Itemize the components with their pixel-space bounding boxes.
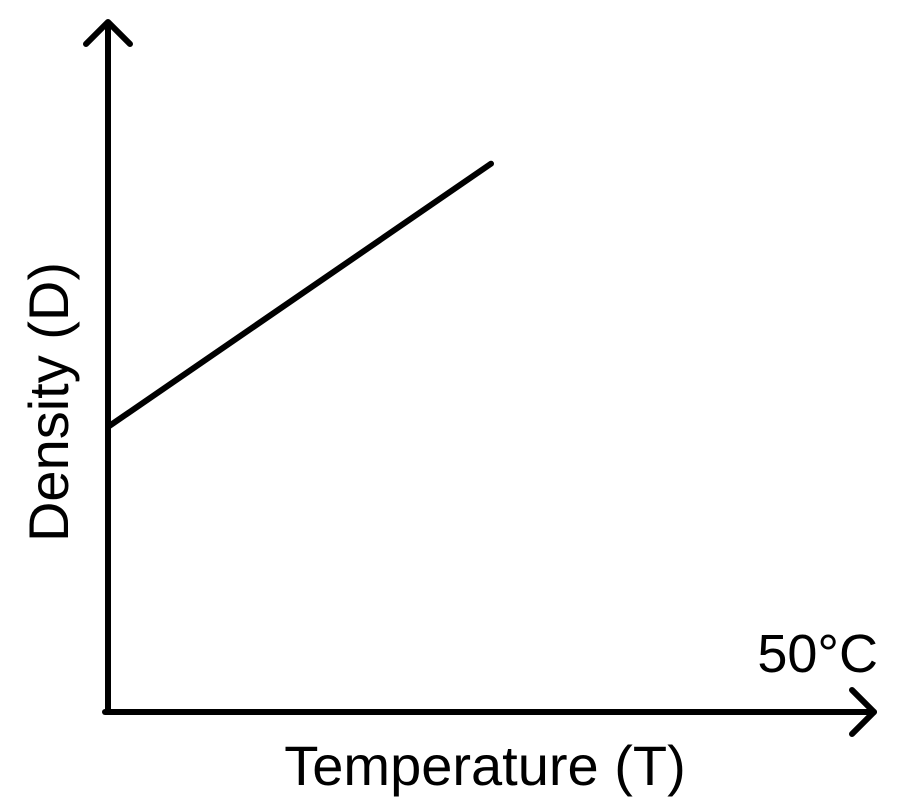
x-axis-label: Temperature (T) (284, 734, 685, 797)
annotation-temperature: 50°C (757, 624, 878, 684)
y-axis-arrowhead (83, 19, 133, 47)
y-axis-label: Density (D) (17, 262, 80, 542)
x-axis-arrowhead (849, 687, 877, 737)
series-line (105, 160, 494, 430)
